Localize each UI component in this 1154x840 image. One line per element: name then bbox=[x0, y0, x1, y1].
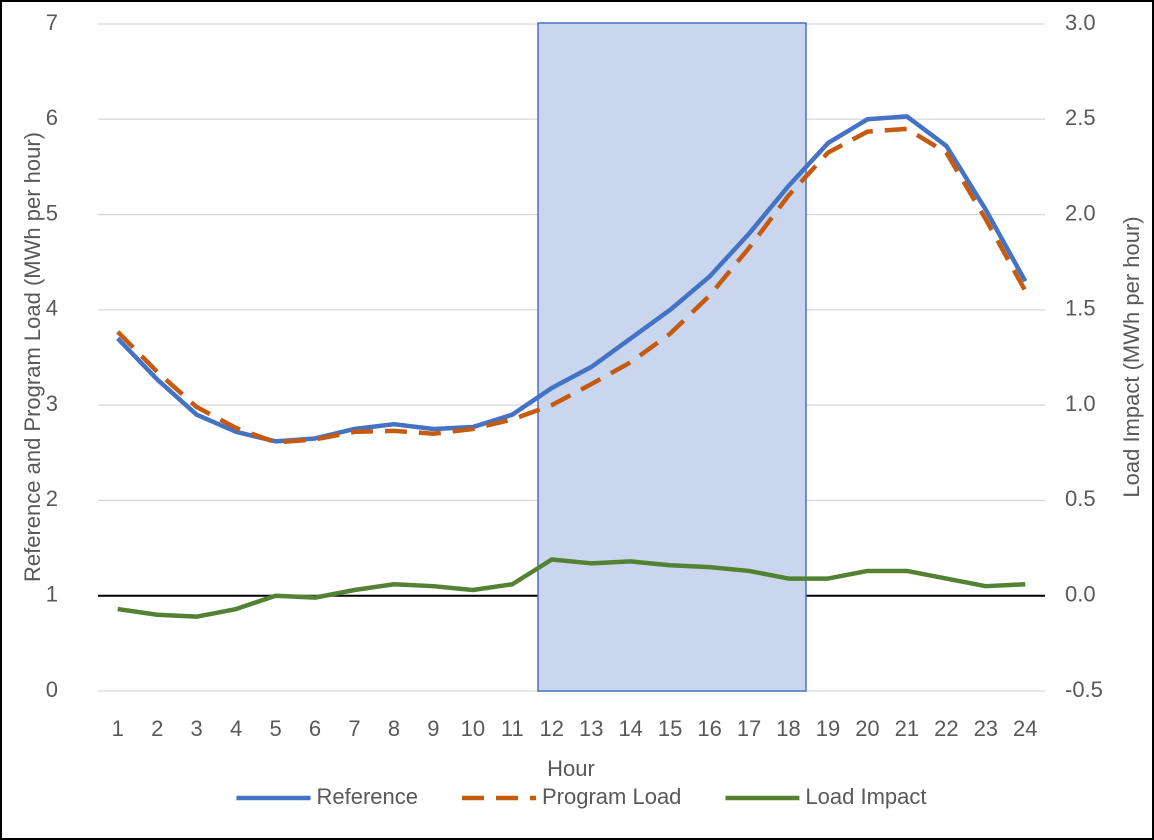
y-tick-label: 1 bbox=[46, 582, 58, 607]
x-tick-label: 14 bbox=[618, 716, 642, 741]
x-tick-label: 23 bbox=[974, 716, 998, 741]
x-tick-label: 20 bbox=[855, 716, 879, 741]
x-tick-label: 21 bbox=[895, 716, 919, 741]
y2-tick-label: 0.5 bbox=[1065, 486, 1096, 511]
y-axis-title: Reference and Program Load (MWh per hour… bbox=[20, 132, 45, 582]
y2-tick-label: 2.0 bbox=[1065, 200, 1096, 225]
x-tick-label: 19 bbox=[816, 716, 840, 741]
x-tick-label: 8 bbox=[388, 716, 400, 741]
x-tick-label: 24 bbox=[1013, 716, 1037, 741]
y-tick-label: 2 bbox=[46, 486, 58, 511]
x-tick-label: 15 bbox=[658, 716, 682, 741]
y2-tick-label: 3.0 bbox=[1065, 10, 1096, 35]
y-tick-label: 6 bbox=[46, 105, 58, 130]
y2-tick-label: 1.0 bbox=[1065, 391, 1096, 416]
y2-tick-label: -0.5 bbox=[1065, 677, 1103, 702]
x-tick-label: 7 bbox=[348, 716, 360, 741]
y2-tick-label: 0.0 bbox=[1065, 582, 1096, 607]
x-tick-label: 1 bbox=[112, 716, 124, 741]
x-tick-label: 10 bbox=[461, 716, 485, 741]
y2-tick-label: 1.5 bbox=[1065, 296, 1096, 321]
x-tick-label: 12 bbox=[540, 716, 564, 741]
highlight-period bbox=[537, 22, 807, 692]
y2-axis-title: Load Impact (MWh per hour) bbox=[1119, 216, 1144, 497]
x-tick-label: 22 bbox=[934, 716, 958, 741]
y-tick-label: 7 bbox=[46, 10, 58, 35]
x-tick-label: 17 bbox=[737, 716, 761, 741]
x-tick-label: 11 bbox=[501, 716, 524, 741]
y2-tick-label: 2.5 bbox=[1065, 105, 1096, 130]
x-tick-label: 18 bbox=[776, 716, 800, 741]
x-tick-label: 3 bbox=[191, 716, 203, 741]
x-tick-label: 9 bbox=[427, 716, 439, 741]
x-axis-title: Hour bbox=[547, 756, 595, 781]
legend-label: Reference bbox=[316, 784, 418, 809]
y-tick-label: 4 bbox=[46, 296, 58, 321]
series-line bbox=[116, 126, 1028, 445]
y-tick-label: 3 bbox=[46, 391, 58, 416]
y-tick-label: 0 bbox=[46, 677, 58, 702]
legend-label: Program Load bbox=[542, 784, 681, 809]
x-tick-label: 16 bbox=[697, 716, 721, 741]
series-line bbox=[117, 557, 1026, 619]
x-tick-label: 13 bbox=[579, 716, 603, 741]
x-tick-label: 4 bbox=[230, 716, 242, 741]
x-tick-label: 6 bbox=[309, 716, 321, 741]
x-tick-label: 2 bbox=[151, 716, 163, 741]
y-tick-label: 5 bbox=[46, 200, 58, 225]
x-tick-label: 5 bbox=[269, 716, 281, 741]
legend-label: Load Impact bbox=[805, 784, 926, 809]
